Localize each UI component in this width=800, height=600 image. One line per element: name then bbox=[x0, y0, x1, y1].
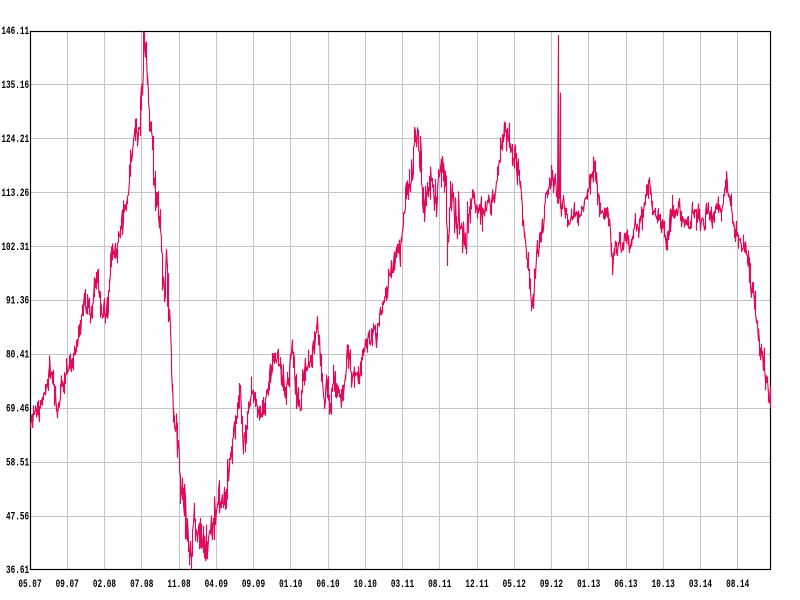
svg-text:10.13: 10.13 bbox=[652, 579, 675, 591]
svg-text:113.26: 113.26 bbox=[1, 188, 29, 200]
svg-text:06.13: 06.13 bbox=[614, 579, 637, 591]
svg-text:05.12: 05.12 bbox=[503, 579, 526, 591]
svg-text:07.08: 07.08 bbox=[130, 579, 153, 591]
svg-text:102.31: 102.31 bbox=[1, 242, 29, 254]
svg-text:80.41: 80.41 bbox=[6, 350, 29, 362]
svg-text:47.56: 47.56 bbox=[6, 511, 29, 523]
svg-text:01.10: 01.10 bbox=[279, 579, 302, 591]
svg-text:08.14: 08.14 bbox=[726, 579, 749, 591]
svg-text:124.21: 124.21 bbox=[1, 134, 29, 146]
svg-text:09.12: 09.12 bbox=[540, 579, 563, 591]
svg-text:58.51: 58.51 bbox=[6, 457, 29, 469]
svg-text:01.13: 01.13 bbox=[577, 579, 600, 591]
svg-text:91.36: 91.36 bbox=[6, 296, 29, 308]
svg-text:11.08: 11.08 bbox=[167, 579, 190, 591]
svg-text:04.09: 04.09 bbox=[205, 579, 228, 591]
svg-text:03.11: 03.11 bbox=[391, 579, 414, 591]
svg-text:10.10: 10.10 bbox=[354, 579, 377, 591]
svg-text:146.11: 146.11 bbox=[1, 26, 29, 38]
svg-text:36.61: 36.61 bbox=[6, 565, 29, 577]
svg-text:69.46: 69.46 bbox=[6, 404, 29, 416]
svg-text:06.10: 06.10 bbox=[316, 579, 339, 591]
svg-text:08.11: 08.11 bbox=[428, 579, 451, 591]
svg-text:12.11: 12.11 bbox=[465, 579, 488, 591]
svg-text:09.07: 09.07 bbox=[56, 579, 79, 591]
svg-text:05.07: 05.07 bbox=[18, 579, 41, 591]
svg-text:03.14: 03.14 bbox=[689, 579, 712, 591]
svg-text:02.08: 02.08 bbox=[93, 579, 116, 591]
svg-text:135.16: 135.16 bbox=[1, 80, 29, 92]
svg-text:09.09: 09.09 bbox=[242, 579, 265, 591]
